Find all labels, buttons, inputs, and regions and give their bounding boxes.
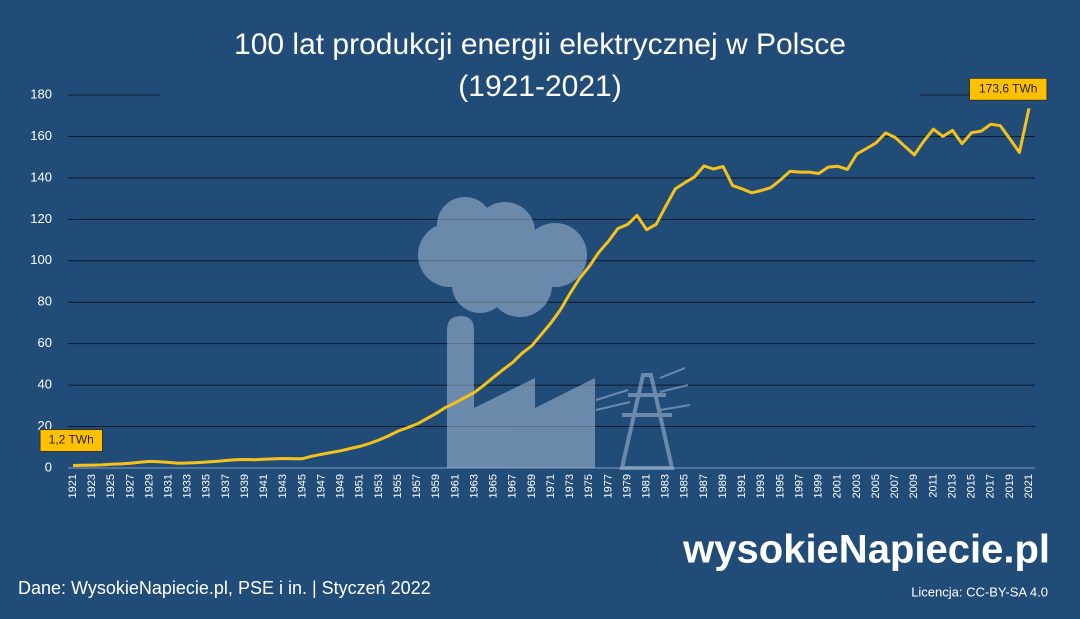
x-tick-label: 1925 (105, 474, 117, 498)
x-tick-label: 1937 (220, 474, 232, 498)
logo: wysokieNapiecie.pl (682, 528, 1050, 572)
x-tick-label: 1929 (143, 474, 155, 498)
x-tick-label: 1981 (641, 474, 653, 498)
x-tick-label: 1955 (392, 474, 404, 498)
x-tick-label: 1933 (182, 474, 194, 498)
y-tick-label: 140 (30, 169, 52, 184)
x-tick-label: 1949 (335, 474, 347, 498)
x-tick-label: 1959 (430, 474, 442, 498)
y-tick-label: 160 (30, 128, 52, 143)
x-tick-label: 2013 (946, 474, 958, 498)
x-tick-label: 2009 (908, 474, 920, 498)
x-tick-label: 1985 (679, 474, 691, 498)
x-tick-label: 1987 (698, 474, 710, 498)
y-tick-label: 120 (30, 211, 52, 226)
y-tick-label: 180 (30, 86, 52, 101)
x-tick-label: 1921 (67, 474, 79, 498)
x-tick-label: 1969 (526, 474, 538, 498)
x-tick-label: 1945 (296, 474, 308, 498)
line (72, 107, 1031, 467)
x-tick-label: 2019 (1004, 474, 1016, 498)
x-tick-label: 2007 (889, 474, 901, 498)
x-tick-label: 2003 (851, 474, 863, 498)
x-tick-label: 2005 (870, 474, 882, 498)
x-tick-label: 1999 (813, 474, 825, 498)
x-tick-label: 1973 (564, 474, 576, 498)
y-tick-label: 80 (38, 294, 52, 309)
x-tick-label: 1935 (201, 474, 213, 498)
x-tick-label: 1943 (277, 474, 289, 498)
x-tick-label: 1947 (315, 474, 327, 498)
x-tick-label: 1931 (163, 474, 175, 498)
plot: 1,2 TWh 173,6 TWh (39, 77, 1048, 467)
x-tick-label: 1951 (354, 474, 366, 498)
x-tick-label: 1989 (717, 474, 729, 498)
value-label: 173,6 TWh (979, 81, 1037, 95)
x-tick-label: 1939 (239, 474, 251, 498)
x-tick-label: 1977 (602, 474, 614, 498)
x-tick-label: 1975 (583, 474, 595, 498)
license-note: Licencja: CC-BY-SA 4.0 (911, 584, 1048, 599)
x-tick-label: 1979 (621, 474, 633, 498)
x-tick-label: 1923 (86, 474, 98, 498)
x-tick-label: 2017 (985, 474, 997, 498)
x-tick-label: 1995 (774, 474, 786, 498)
x-tick-label: 1997 (793, 474, 805, 498)
y-tick-label: 100 (30, 252, 52, 267)
x-tick-label: 2021 (1023, 474, 1035, 498)
chart-title: 100 lat produkcji energii elektrycznej w… (234, 28, 846, 61)
x-tick-label: 1983 (660, 474, 672, 498)
x-tick-label: 2015 (966, 474, 978, 498)
x-tick-label: 2011 (927, 474, 939, 498)
value-label: 1,2 TWh (49, 433, 94, 447)
x-tick-label: 1993 (755, 474, 767, 498)
factory-illustration (418, 197, 691, 470)
x-tick-label: 1967 (507, 474, 519, 498)
x-tick-label: 1971 (545, 474, 557, 498)
x-tick-label: 1963 (468, 474, 480, 498)
title-background (160, 22, 920, 110)
value-label-box (39, 429, 103, 453)
source-note: Dane: WysokieNapiecie.pl, PSE i in. | St… (18, 578, 431, 598)
x-tick-label: 1941 (258, 474, 270, 498)
x-tick-label: 1927 (124, 474, 136, 498)
x-tick-label: 1957 (411, 474, 423, 498)
x-tick-label: 1965 (488, 474, 500, 498)
chart-title: (1921-2021) (458, 70, 621, 103)
y-tick-label: 40 (38, 377, 52, 392)
y-tick-label: 60 (38, 335, 52, 350)
x-tick-label: 1991 (736, 474, 748, 498)
x-tick-label: 2001 (832, 474, 844, 498)
x-tick-label: 1961 (449, 474, 461, 498)
value-label-box (969, 77, 1048, 101)
x-tick-label: 1953 (373, 474, 385, 498)
y-tick-label: 0 (45, 459, 52, 474)
